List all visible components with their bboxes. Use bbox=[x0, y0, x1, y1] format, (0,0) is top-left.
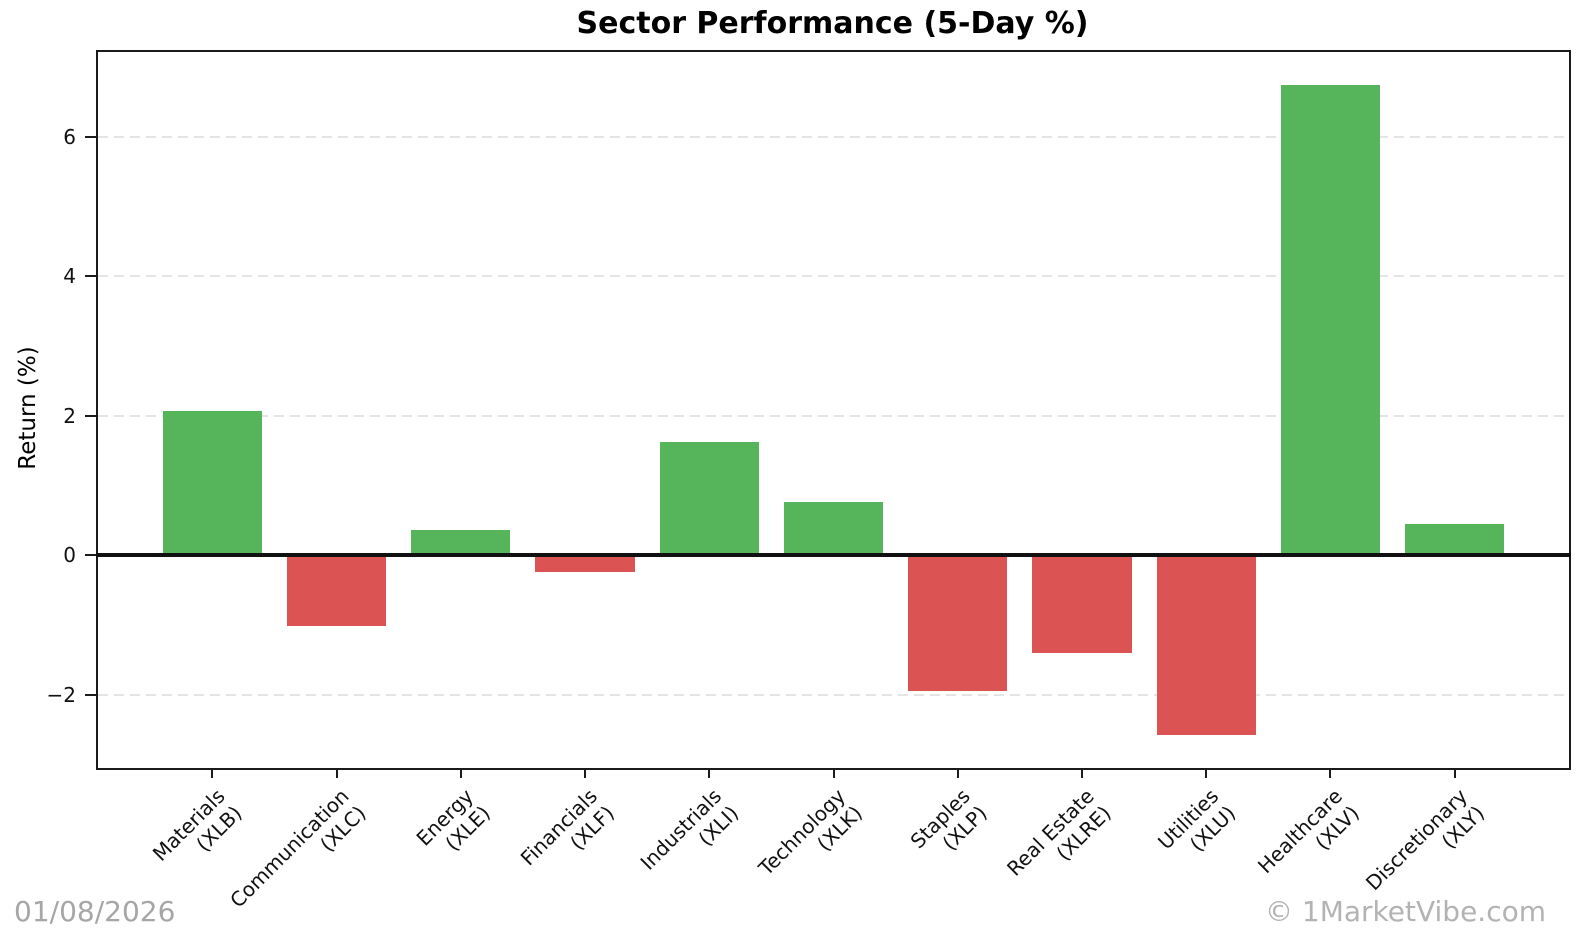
bar-materials bbox=[162, 411, 262, 556]
bar-energy bbox=[411, 529, 511, 556]
bar-staples bbox=[908, 555, 1008, 691]
x-tick-mark bbox=[1205, 768, 1208, 778]
y-tick-label: 2 bbox=[63, 403, 76, 428]
x-tick-label-anchor: Discretionary (XLY) bbox=[1135, 784, 1489, 895]
gridline-y--2 bbox=[98, 693, 1569, 696]
y-tick-label: −2 bbox=[46, 682, 76, 707]
watermark-credit: © 1MarketVibe.com bbox=[1265, 895, 1546, 928]
bar-technology bbox=[783, 501, 884, 556]
x-tick-mark bbox=[956, 768, 959, 778]
x-tick-mark bbox=[1453, 768, 1456, 778]
y-tick-label: 6 bbox=[63, 125, 76, 150]
gridline-y-6 bbox=[98, 136, 1569, 139]
y-tick-label: 0 bbox=[63, 543, 76, 568]
x-tick-mark bbox=[211, 768, 214, 778]
bar-communication bbox=[286, 555, 387, 627]
bar-real-estate bbox=[1032, 555, 1132, 653]
gridline-y-2 bbox=[98, 414, 1569, 417]
x-tick-mark bbox=[708, 768, 711, 778]
chart-date: 01/08/2026 bbox=[14, 895, 176, 928]
y-axis-label: Return (%) bbox=[15, 346, 41, 470]
y-tick-mark bbox=[85, 693, 96, 696]
y-tick-mark bbox=[85, 275, 96, 278]
bar-utilities bbox=[1156, 555, 1256, 735]
x-tick-mark bbox=[832, 768, 835, 778]
gridline-y-4 bbox=[98, 275, 1569, 278]
bar-discretionary bbox=[1405, 523, 1505, 556]
x-tick-mark bbox=[584, 768, 587, 778]
y-tick-mark bbox=[85, 414, 96, 417]
x-tick-mark bbox=[1080, 768, 1083, 778]
x-tick-mark bbox=[1329, 768, 1332, 778]
zero-axis-line bbox=[96, 553, 1571, 558]
x-tick-mark bbox=[335, 768, 338, 778]
bar-financials bbox=[535, 555, 635, 573]
y-tick-mark bbox=[85, 554, 96, 557]
chart-title: Sector Performance (5-Day %) bbox=[576, 6, 1089, 41]
x-tick-mark bbox=[459, 768, 462, 778]
bar-healthcare bbox=[1280, 84, 1381, 556]
x-tick-label: Discretionary (XLY) bbox=[1361, 784, 1489, 912]
bar-industrials bbox=[659, 441, 759, 556]
y-tick-mark bbox=[85, 136, 96, 139]
plot-area: −2 0 2 4 6 Materials (XLB) Communication (XLC) En… bbox=[47, 50, 1571, 912]
y-tick-label: 4 bbox=[63, 264, 76, 289]
